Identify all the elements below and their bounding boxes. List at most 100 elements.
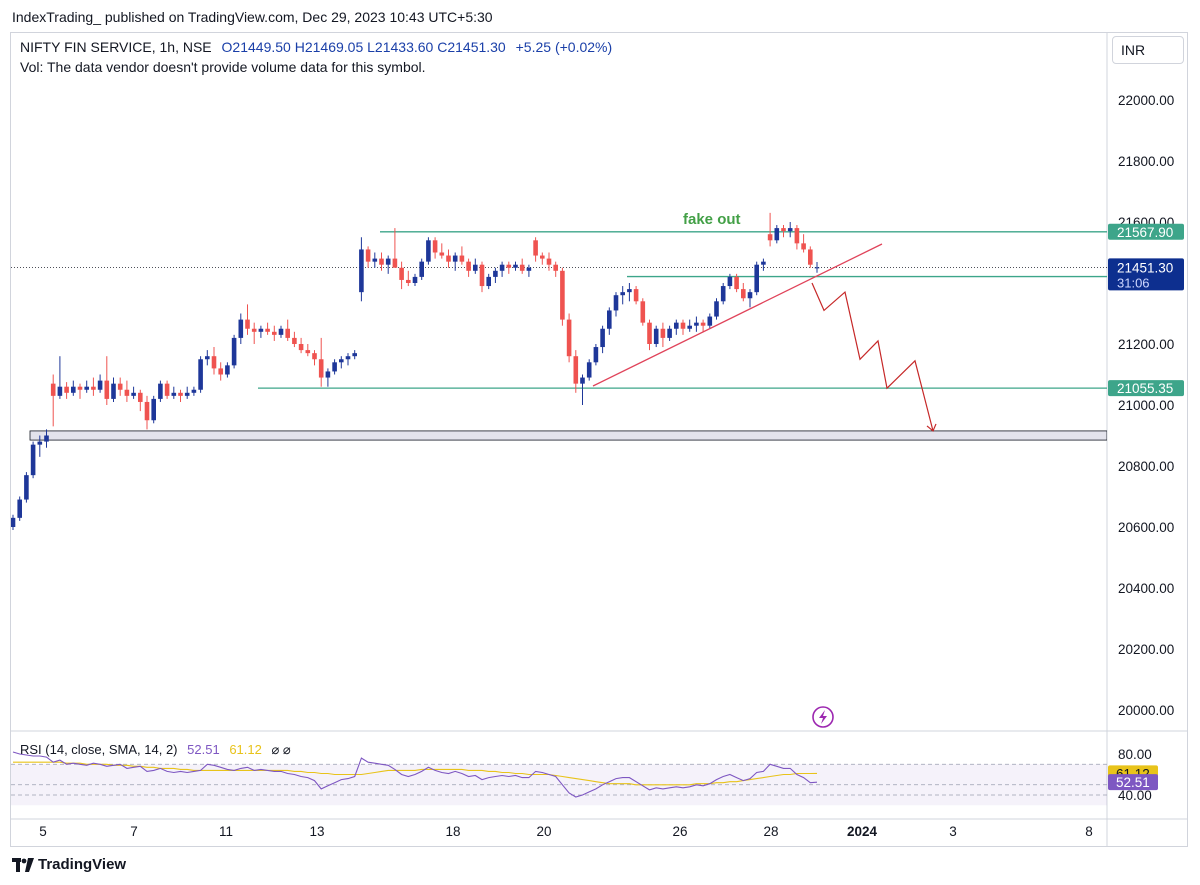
candle-body [653,328,659,344]
candle-body [747,292,753,299]
ohlc-close: C21451.30 [437,39,506,55]
candle-body [265,328,270,332]
candle-body [647,322,652,344]
candle-body [44,435,49,442]
candle-body [801,243,806,250]
candle-body [285,328,290,338]
candle-body [205,356,210,360]
price-tags: 21567.9021421.0521055.3521451.3031:0661.… [1108,223,1184,791]
candle-body [499,264,505,271]
candle-body [814,267,820,269]
x-tick-label: 11 [219,824,233,839]
candle-body [11,517,16,527]
rsi-sma-value: 61.12 [229,742,262,757]
y-tick-label: 20400.00 [1118,581,1174,596]
symbol-title[interactable]: NIFTY FIN SERVICE, 1h, NSE [20,39,212,55]
trend-line [592,243,883,387]
ohlc-open: O21449.50 [221,39,291,55]
candle-body [700,322,706,326]
tradingview-brand: TradingView [38,856,127,873]
candle-body [298,344,304,351]
currency-button[interactable]: INR [1112,36,1184,64]
candle-body [372,258,378,262]
candle-body [104,380,110,399]
candle-body [365,249,371,262]
x-tick-label: 3 [949,824,957,839]
projection-arrowhead [926,423,937,432]
support-zone [29,430,1107,441]
candle-body [164,383,170,396]
rsi-value: 52.51 [187,742,220,757]
candle-body [446,255,451,262]
candle-body [533,240,538,256]
candle-body [660,328,666,338]
candle-body [218,368,223,375]
candle-body [144,401,150,421]
candle-body [479,264,485,287]
x-tick-label: 7 [130,824,138,839]
rsi-pane [11,751,1107,806]
candle-body [339,359,344,363]
candle-body [781,228,786,232]
x-tick-label: 5 [39,824,47,839]
candle-body [225,365,230,375]
tradingview-logo[interactable]: TradingView [12,856,126,873]
candle-body [379,258,384,265]
candle-body [553,264,558,271]
candle-body [741,289,746,299]
x-tick-label: 13 [309,824,324,839]
current-price-tag-bg [1108,258,1184,291]
volume-note: Vol: The data vendor doesn't provide vol… [20,59,426,75]
y-tick-label: 20600.00 [1118,520,1174,535]
candle-body [680,322,686,329]
alert-icon[interactable] [812,706,834,728]
y-tick-label: 21200.00 [1118,337,1174,352]
candle-body [124,389,130,396]
rsi-tag-bg [1108,774,1158,791]
candle-body [808,249,813,265]
candle-body [560,270,565,320]
candle-body [714,301,719,317]
candle-body [787,228,793,232]
candle-body [687,325,692,329]
candle-body [251,328,257,332]
candle-body [573,356,579,384]
candle-body [138,392,143,402]
candle-body [694,322,699,326]
y-tick-label: 22000.00 [1118,93,1174,108]
candle-body [473,264,478,271]
x-tick-label: 8 [1085,824,1093,839]
candle-body [633,289,639,302]
candle-body [546,258,552,265]
candle-body [191,389,197,393]
candle-body [720,286,726,302]
candle-body [77,386,83,390]
x-tick-label: 2024 [847,824,878,839]
candle-body [131,392,136,396]
candle-body [754,264,759,293]
level-tag: 21055.35 [1117,381,1173,396]
candle-body [37,441,43,445]
candle-body [178,392,183,396]
level-tag-bg [1108,223,1184,240]
rsi-title[interactable]: RSI (14, close, SMA, 14, 2) [20,742,178,757]
candle-body [57,386,63,396]
y-tick-label: 20800.00 [1118,459,1174,474]
candle-body [640,301,646,323]
rsi-visibility-icons[interactable]: ⌀ ⌀ [271,742,291,757]
candle-body [359,249,364,293]
x-tick-label: 20 [536,824,551,839]
countdown-tag: 31:06 [1117,275,1150,290]
x-tick-label: 18 [445,824,460,839]
candle-body [392,258,398,268]
candle-body [513,264,518,268]
candle-body [580,377,585,384]
candle-body [30,444,36,476]
candle-body [627,289,632,293]
candle-body [198,359,203,390]
candle-body [734,276,739,290]
candle-body [593,347,599,363]
y-tick-label: 21000.00 [1118,398,1174,413]
ohlc-low: L21433.60 [367,39,434,55]
